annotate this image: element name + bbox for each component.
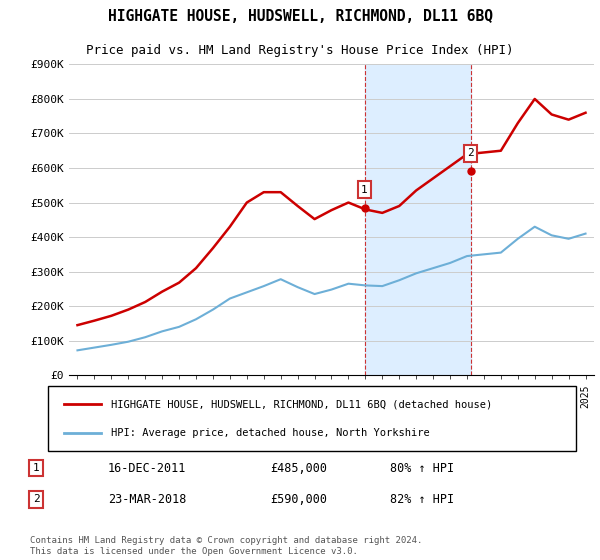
Text: 1: 1 [361, 185, 368, 194]
FancyBboxPatch shape [48, 386, 576, 451]
Text: HPI: Average price, detached house, North Yorkshire: HPI: Average price, detached house, Nort… [112, 428, 430, 438]
Text: 16-DEC-2011: 16-DEC-2011 [108, 461, 187, 474]
Text: 82% ↑ HPI: 82% ↑ HPI [390, 493, 454, 506]
Text: Contains HM Land Registry data © Crown copyright and database right 2024.
This d: Contains HM Land Registry data © Crown c… [30, 536, 422, 556]
Text: £590,000: £590,000 [270, 493, 327, 506]
Text: 2: 2 [32, 494, 40, 505]
Bar [365, 64, 471, 375]
Text: 2: 2 [467, 148, 474, 158]
Text: 80% ↑ HPI: 80% ↑ HPI [390, 461, 454, 474]
Text: £485,000: £485,000 [270, 461, 327, 474]
Text: 23-MAR-2018: 23-MAR-2018 [108, 493, 187, 506]
Text: 1: 1 [32, 463, 40, 473]
Text: Price paid vs. HM Land Registry's House Price Index (HPI): Price paid vs. HM Land Registry's House … [86, 44, 514, 57]
Text: HIGHGATE HOUSE, HUDSWELL, RICHMOND, DL11 6BQ (detached house): HIGHGATE HOUSE, HUDSWELL, RICHMOND, DL11… [112, 399, 493, 409]
Text: HIGHGATE HOUSE, HUDSWELL, RICHMOND, DL11 6BQ: HIGHGATE HOUSE, HUDSWELL, RICHMOND, DL11… [107, 10, 493, 24]
